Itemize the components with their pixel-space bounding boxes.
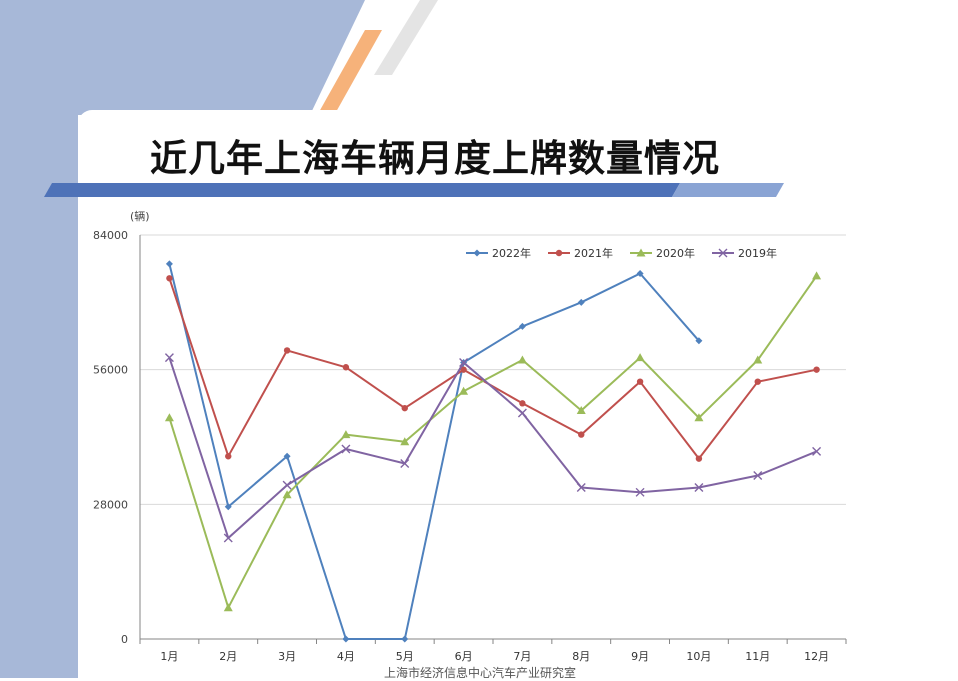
- data-point: [223, 533, 233, 543]
- data-point: [718, 248, 728, 258]
- data-point: [578, 431, 585, 438]
- data-point: [459, 386, 469, 395]
- data-point: [576, 483, 586, 492]
- legend-entry: 2020年: [630, 246, 695, 260]
- x-tick-label: 8月: [572, 650, 590, 663]
- x-tick-label: 6月: [455, 650, 473, 663]
- data-point: [401, 404, 408, 412]
- x-tick-label: 2月: [219, 650, 237, 663]
- data-point: [754, 378, 761, 385]
- data-point: [517, 355, 527, 364]
- legend-label: 2021年: [574, 246, 613, 260]
- x-tick-label: 4月: [337, 650, 355, 663]
- data-point: [282, 480, 292, 490]
- data-point: [459, 357, 469, 367]
- data-point: [164, 353, 174, 363]
- data-point: [636, 378, 644, 385]
- series-layer: [164, 260, 822, 643]
- y-tick-label: 0: [121, 633, 128, 646]
- data-point: [282, 490, 292, 499]
- data-point: [400, 437, 410, 446]
- data-point: [283, 347, 291, 354]
- legend-layer: 2022年 2021年 2020年 2019年: [466, 246, 777, 260]
- x-tick-label: 10月: [686, 650, 711, 663]
- data-point: [342, 635, 350, 643]
- data-point: [519, 400, 526, 407]
- data-point: [812, 446, 822, 456]
- data-point: [813, 366, 820, 373]
- series-line: [168, 357, 817, 539]
- legend-entry: 2021年: [548, 246, 613, 260]
- x-tick-label: 1月: [160, 650, 178, 663]
- line-chart: (辆) 0 28000 56000 84000 1月 2月 3月 4月 5月 6月 7月 8月 9月 10月…: [93, 209, 847, 663]
- data-point: [166, 275, 173, 282]
- data-point: [694, 413, 704, 422]
- x-tick-label: 12月: [804, 650, 829, 663]
- legend-entry: 2019年: [712, 246, 777, 260]
- x-tick-label: 11月: [745, 650, 770, 663]
- header-decoration: [0, 0, 438, 115]
- data-point: [165, 260, 173, 268]
- data-point: [753, 355, 763, 364]
- slide-title: 近几年上海车辆月度上牌数量情况: [150, 137, 720, 180]
- data-point: [342, 364, 350, 371]
- y-tick-label: 84000: [93, 229, 128, 242]
- data-point: [636, 269, 644, 277]
- data-point: [517, 408, 527, 418]
- data-point: [636, 248, 646, 257]
- header-blue-band: [0, 0, 365, 115]
- data-point: [164, 413, 174, 422]
- data-point: [341, 444, 351, 454]
- data-point: [518, 322, 526, 330]
- data-point: [577, 298, 585, 306]
- x-tick-label: 7月: [513, 650, 531, 663]
- data-point: [473, 249, 481, 257]
- x-tick-label: 9月: [631, 650, 649, 663]
- title-bar-dark: [44, 183, 680, 197]
- data-point: [401, 635, 409, 643]
- header-orange-stripe: [319, 30, 382, 112]
- legend-label: 2019年: [738, 246, 777, 260]
- data-point: [812, 271, 822, 280]
- data-point: [635, 487, 645, 497]
- header-gray-stripe: [374, 0, 438, 75]
- legend-label: 2022年: [492, 246, 531, 260]
- data-point: [225, 453, 232, 460]
- data-point: [341, 430, 351, 439]
- title-underline-bar: [44, 183, 784, 197]
- data-point: [695, 337, 703, 345]
- series-line: [168, 277, 817, 460]
- legend-entry: 2022年: [466, 246, 531, 260]
- grid-layer: [140, 234, 846, 505]
- footer-source: 上海市经济信息中心汽车产业研究室: [384, 666, 577, 680]
- title-bar-light: [672, 183, 784, 197]
- series-2021年: [166, 275, 820, 462]
- y-unit-label: (辆): [130, 209, 150, 223]
- series-2019年: [164, 353, 822, 543]
- content-card: [78, 110, 958, 678]
- series-2022年: [165, 260, 703, 643]
- data-point: [400, 458, 410, 468]
- data-point: [576, 406, 586, 415]
- data-point: [223, 603, 233, 612]
- y-tick-label: 56000: [93, 364, 128, 377]
- series-2020年: [164, 271, 822, 612]
- data-point: [283, 452, 291, 460]
- series-line: [168, 263, 700, 640]
- axis-layer: (辆) 0 28000 56000 84000 1月 2月 3月 4月 5月 6月 7月 8月 9月 10月…: [93, 209, 847, 663]
- x-tick-label: 5月: [396, 650, 414, 663]
- data-point: [635, 353, 645, 362]
- data-point: [224, 503, 232, 511]
- series-line: [168, 275, 818, 609]
- legend-label: 2020年: [656, 246, 695, 260]
- x-tick-label: 3月: [278, 650, 296, 663]
- data-point: [694, 483, 704, 492]
- data-point: [695, 455, 703, 462]
- data-point: [753, 470, 763, 480]
- data-point: [555, 249, 563, 257]
- data-point: [460, 366, 467, 373]
- y-tick-label: 28000: [93, 498, 128, 511]
